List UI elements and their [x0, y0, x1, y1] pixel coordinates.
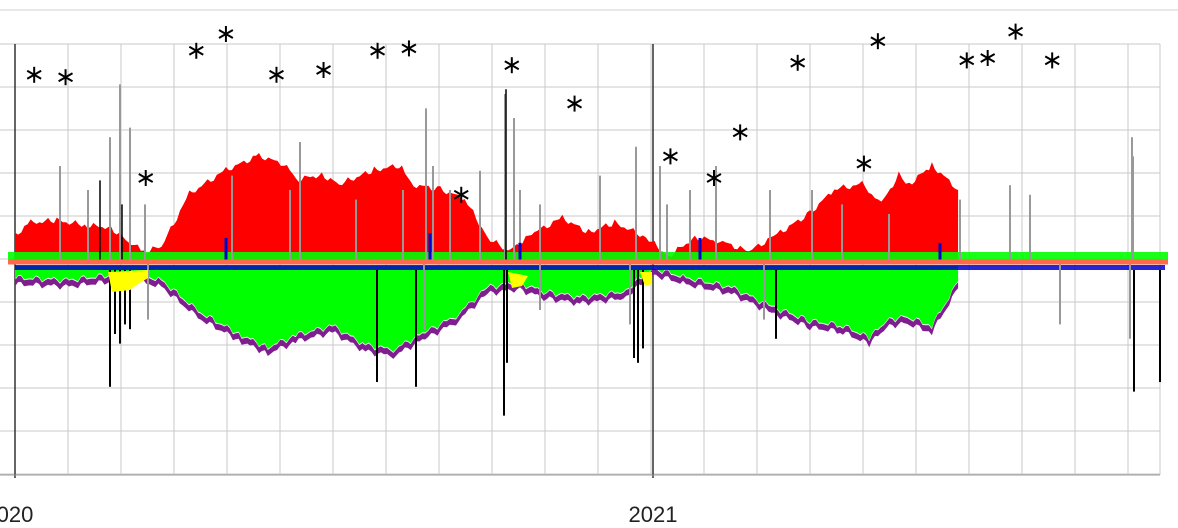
asterisk-marker: [26, 66, 42, 83]
asterisk-marker: [1008, 23, 1024, 40]
series-red-area: [15, 153, 959, 262]
asterisk-marker: [790, 54, 806, 71]
asterisk-marker: [453, 186, 469, 203]
asterisk-marker: [269, 66, 284, 83]
asterisk-marker: [401, 40, 417, 57]
asterisk-marker: [188, 42, 204, 59]
asterisk-marker: [662, 148, 678, 165]
asterisk-marker: [218, 26, 234, 42]
asterisk-marker: [58, 69, 74, 86]
series-yellow-patch: [108, 270, 148, 292]
series-green-area: [15, 266, 959, 352]
series-green-rim: [8, 252, 1168, 260]
asterisk-marker: [980, 50, 996, 66]
asterisk-marker: [567, 95, 583, 112]
asterisk-marker: [706, 170, 722, 186]
asterisk-marker: [316, 62, 331, 78]
x-tick-label: 020: [0, 502, 33, 527]
series-yellow-patch: [508, 272, 528, 288]
series-yellow-patch: [640, 272, 652, 286]
asterisk-marker: [504, 57, 520, 74]
asterisk-marker: [138, 170, 154, 186]
x-tick-label: 2021: [629, 502, 678, 527]
asterisk-marker: [732, 124, 748, 141]
series-blue-fringe: [15, 265, 1165, 270]
asterisk-marker: [1044, 52, 1060, 69]
asterisk-marker: [870, 33, 886, 50]
asterisk-marker: [856, 155, 872, 172]
series-purple-band: [15, 268, 959, 359]
asterisk-marker: [370, 42, 386, 59]
asterisk-marker: [959, 52, 975, 69]
